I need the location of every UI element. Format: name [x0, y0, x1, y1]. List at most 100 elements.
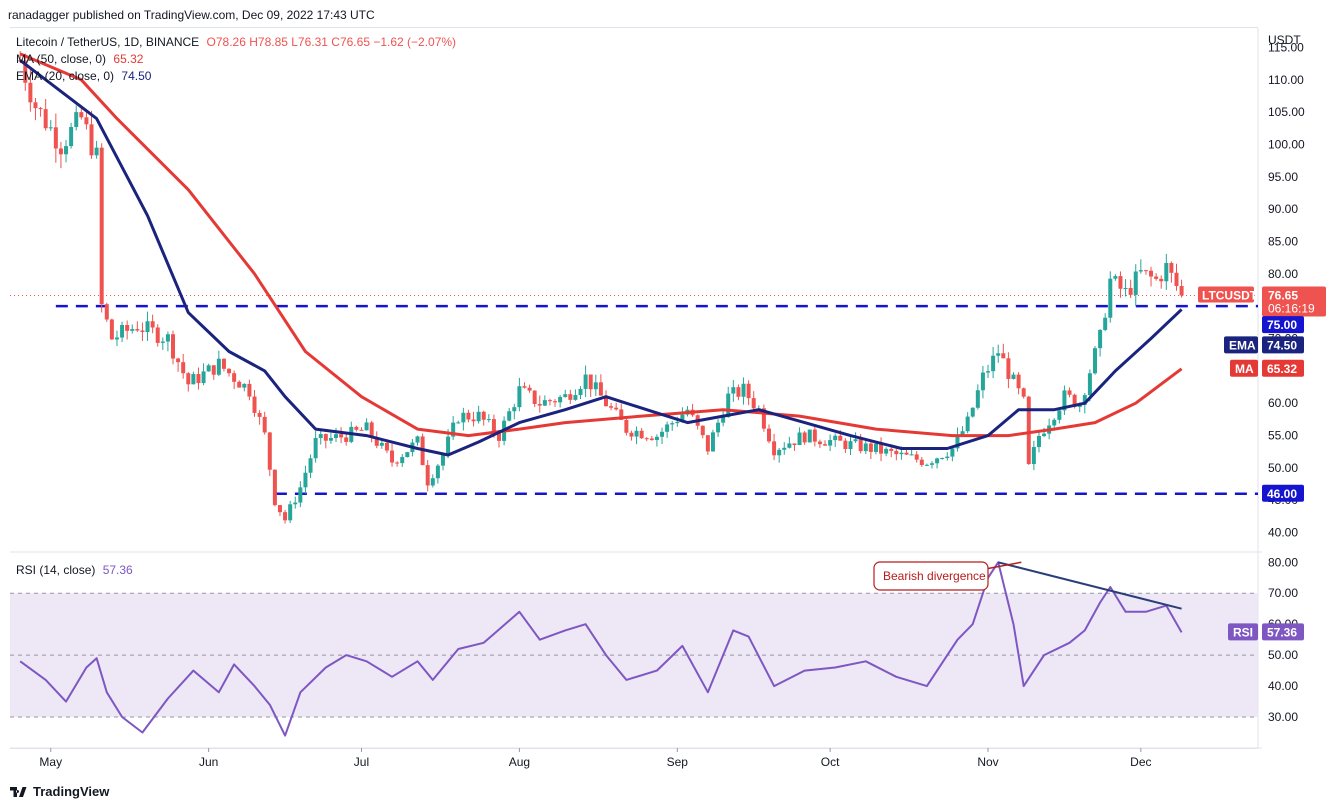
symbol-name: Litecoin / TetherUS, 1D, BINANCE [16, 35, 200, 49]
ma50-line [19, 52, 1183, 438]
candle-body [797, 432, 802, 446]
candle-body [817, 441, 822, 445]
rsi-line [19, 561, 1183, 737]
candle-body [323, 434, 328, 441]
candle-body [1143, 270, 1148, 272]
candle-body [99, 147, 104, 305]
candle-body [328, 438, 333, 441]
candle-body [425, 465, 430, 486]
candle-body [929, 463, 934, 465]
candle-body [848, 441, 853, 450]
rsi-tick-label: 50.00 [1268, 648, 1298, 662]
candle-body [629, 432, 634, 437]
candle-body [955, 435, 960, 449]
candle-body [807, 429, 812, 443]
price-tick-label: 55.00 [1268, 429, 1298, 443]
ma-value-tag: 65.32 [1267, 362, 1297, 376]
publisher-line: ranadagger published on TradingView.com,… [8, 8, 375, 22]
ma-tag: MA [1235, 362, 1254, 376]
candle-body [894, 450, 899, 455]
candle-body [639, 430, 644, 439]
candle-body [527, 387, 532, 391]
annotation-text: Bearish divergence [883, 569, 986, 583]
candle-body [471, 419, 476, 422]
candle-body [109, 319, 114, 340]
candle-body [1042, 433, 1047, 436]
rsi-legend-value: 57.36 [102, 563, 133, 577]
candle-body [609, 406, 614, 408]
annotation-box [873, 561, 989, 591]
candle-body [237, 381, 242, 388]
tradingview-logo-icon [10, 786, 27, 797]
candle-body [1108, 278, 1113, 318]
candle-body [186, 373, 191, 385]
candle-body [43, 109, 48, 129]
candle-body [79, 112, 84, 118]
candle-body [165, 334, 170, 342]
candle-body [486, 419, 491, 421]
time-axis-label: Jul [354, 755, 369, 769]
candle-body [313, 438, 318, 459]
candle-body [802, 432, 807, 443]
candle-body [69, 126, 74, 147]
rsi-tick-label: 30.00 [1268, 710, 1298, 724]
level-75-tag-bg [1262, 316, 1304, 334]
candle-body [680, 414, 685, 422]
candle-body [303, 472, 308, 488]
candle-body [843, 440, 848, 450]
time-axis-label: May [39, 755, 62, 769]
price-tick-label: 90.00 [1268, 202, 1298, 216]
candle-body [1052, 419, 1057, 426]
candle-body [603, 395, 608, 407]
divergence-line [987, 561, 1022, 570]
candle-body [716, 422, 721, 433]
candle-body [746, 383, 751, 399]
candle-body [563, 394, 568, 397]
candle-body [415, 436, 420, 443]
price-tick-label: 85.00 [1268, 234, 1298, 248]
candle-body [1123, 287, 1128, 289]
candle-body [833, 435, 838, 441]
candle-body [532, 390, 537, 404]
candle-body [354, 426, 359, 430]
candle-body [476, 411, 481, 422]
candle-body [731, 387, 736, 394]
candle-body [1113, 276, 1118, 279]
rsi-value-tag-bg [1262, 623, 1304, 641]
candle-body [53, 127, 58, 149]
candle-body [522, 386, 527, 388]
candle-body [665, 424, 670, 432]
ema-label: EMA (20, close, 0) [16, 69, 115, 83]
candle-body [456, 422, 461, 424]
candle-body [451, 422, 456, 437]
candle-body [598, 382, 603, 396]
candle-body [761, 408, 766, 429]
candle-body [252, 396, 257, 413]
candle-body [466, 412, 471, 420]
candle-body [965, 416, 970, 432]
candle-body [89, 124, 94, 156]
candle-body [777, 449, 782, 456]
time-axis-label: Oct [821, 755, 840, 769]
footer-brand[interactable]: TradingView [10, 784, 109, 799]
candle-body [1026, 396, 1031, 465]
candle-body [889, 448, 894, 451]
candle-body [176, 358, 181, 363]
level-46-value: 46.00 [1267, 487, 1297, 501]
candle-body [1174, 272, 1179, 287]
candle-body [339, 434, 344, 438]
candle-body [1021, 388, 1026, 397]
candle-body [624, 419, 629, 433]
candle-body [726, 393, 731, 418]
price-tick-label: 115.00 [1268, 40, 1304, 54]
candle-body [899, 452, 904, 455]
last-price-tag-bg [1262, 286, 1326, 317]
candle-body [369, 422, 374, 438]
time-axis-label: Aug [509, 755, 530, 769]
candle-body [812, 429, 817, 442]
candle-body [262, 416, 267, 433]
candle-body [1011, 374, 1016, 379]
candle-body [481, 411, 486, 420]
candle-body [751, 398, 756, 409]
